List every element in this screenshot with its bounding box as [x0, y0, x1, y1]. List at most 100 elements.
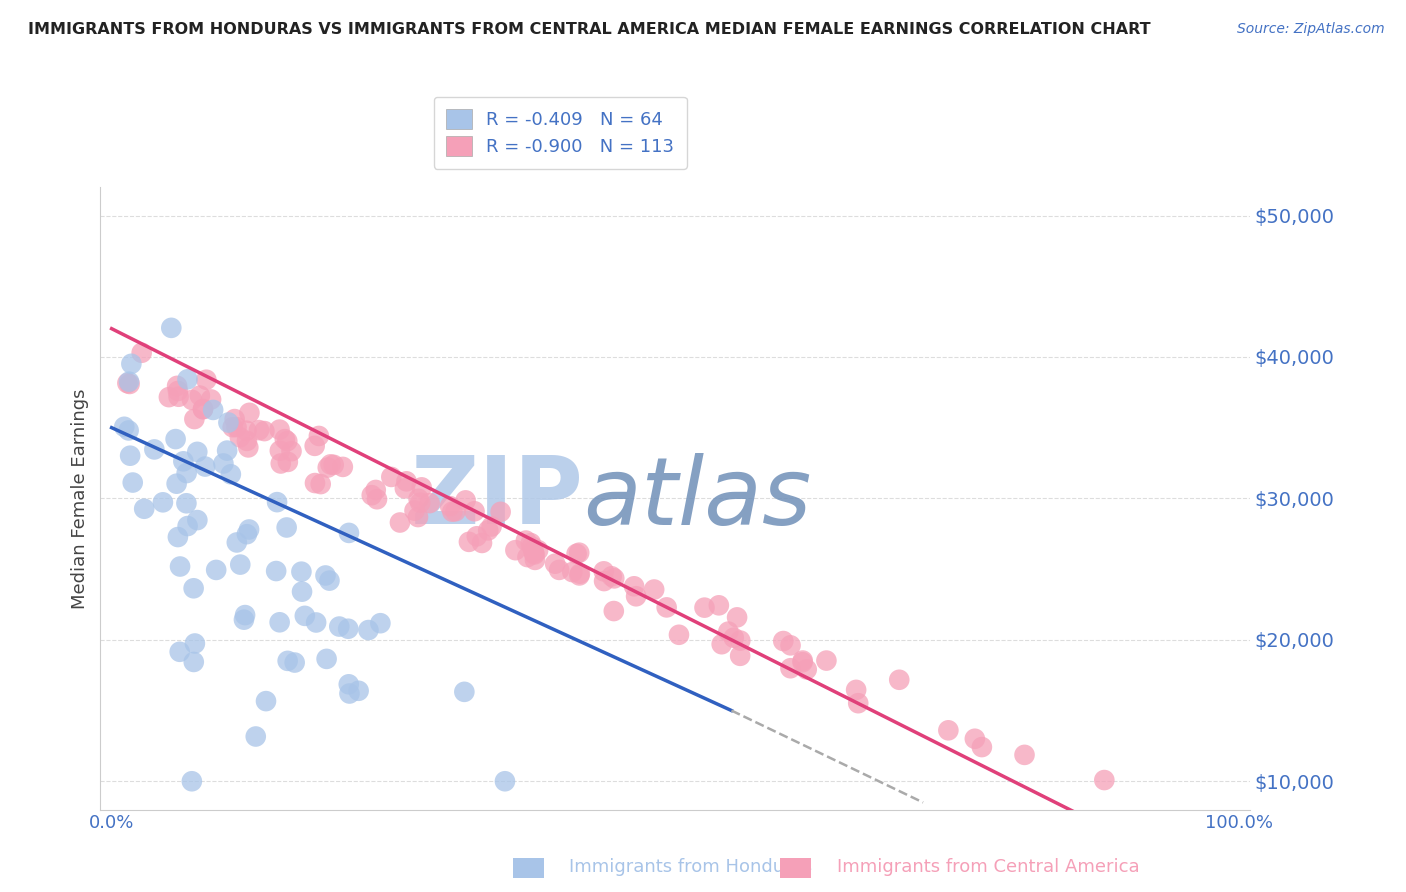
Point — [668, 628, 690, 642]
Point — [463, 504, 485, 518]
Point — [186, 445, 208, 459]
Point — [118, 375, 141, 389]
Point — [117, 376, 139, 391]
Point — [236, 527, 259, 541]
Point — [205, 563, 228, 577]
Point — [121, 475, 143, 490]
Point — [505, 543, 527, 558]
Point — [458, 534, 481, 549]
Point — [406, 510, 429, 524]
Point — [183, 655, 205, 669]
Point — [527, 543, 550, 558]
Point — [523, 546, 546, 560]
Point — [337, 622, 360, 636]
Legend: R = -0.409   N = 64, R = -0.900   N = 113: R = -0.409 N = 64, R = -0.900 N = 113 — [433, 96, 686, 169]
Point — [225, 420, 247, 434]
Point — [245, 730, 267, 744]
Point — [195, 373, 218, 387]
Point — [332, 459, 354, 474]
Point — [117, 424, 139, 438]
Point — [515, 533, 537, 548]
Point — [520, 536, 543, 550]
Point — [238, 441, 260, 455]
Point — [730, 633, 752, 648]
Point — [419, 496, 441, 510]
Point — [294, 608, 316, 623]
Point — [357, 623, 380, 637]
Point — [603, 571, 626, 585]
Point — [411, 480, 433, 494]
Point — [304, 476, 326, 491]
Point — [339, 686, 361, 700]
Point — [225, 535, 247, 549]
Point — [725, 610, 748, 624]
Point — [477, 524, 499, 538]
Point — [166, 379, 188, 393]
Point — [481, 519, 503, 533]
Point — [370, 616, 392, 631]
Point — [600, 569, 623, 583]
Point — [623, 579, 645, 593]
Point — [523, 548, 546, 562]
Point — [224, 412, 246, 426]
Point — [1014, 747, 1036, 762]
Point — [269, 423, 291, 437]
Point — [318, 574, 340, 588]
Point — [167, 384, 190, 398]
Point — [561, 565, 583, 579]
Point — [603, 604, 626, 618]
Point — [176, 466, 198, 480]
Point — [710, 637, 733, 651]
Point — [693, 600, 716, 615]
Point — [291, 584, 314, 599]
Point — [176, 372, 198, 386]
Point — [815, 654, 838, 668]
Point — [408, 491, 430, 506]
Point — [134, 501, 156, 516]
Point — [707, 599, 730, 613]
Point — [465, 529, 488, 543]
Point — [266, 495, 288, 509]
Point — [568, 566, 591, 581]
Point — [120, 449, 142, 463]
Point — [166, 476, 188, 491]
Point — [319, 458, 342, 472]
Point — [522, 543, 544, 558]
Point — [167, 530, 190, 544]
Point — [112, 419, 135, 434]
Point — [186, 513, 208, 527]
Point — [180, 774, 202, 789]
Point — [963, 731, 986, 746]
Point — [723, 631, 745, 645]
Point — [380, 470, 402, 484]
Y-axis label: Median Female Earnings: Median Female Earnings — [72, 388, 89, 608]
Point — [337, 677, 360, 691]
Point — [347, 683, 370, 698]
Text: atlas: atlas — [583, 453, 811, 544]
Point — [274, 432, 297, 446]
Text: Immigrants from Central America: Immigrants from Central America — [837, 858, 1139, 876]
Point — [238, 523, 260, 537]
Point — [152, 495, 174, 509]
Point — [772, 634, 794, 648]
Point — [779, 661, 801, 675]
Point — [655, 600, 678, 615]
Point — [304, 439, 326, 453]
Point — [157, 390, 180, 404]
Point — [366, 492, 388, 507]
Point — [444, 504, 467, 518]
Point — [194, 459, 217, 474]
Point — [202, 403, 225, 417]
Point — [238, 406, 260, 420]
Point — [568, 546, 591, 560]
Point — [409, 496, 432, 510]
Point — [165, 432, 187, 446]
Point — [1092, 773, 1115, 788]
Point — [643, 582, 665, 597]
Point — [236, 434, 259, 448]
Point — [388, 516, 411, 530]
Point — [160, 321, 183, 335]
Point — [277, 455, 299, 469]
Point — [200, 392, 222, 407]
Point — [235, 424, 257, 438]
